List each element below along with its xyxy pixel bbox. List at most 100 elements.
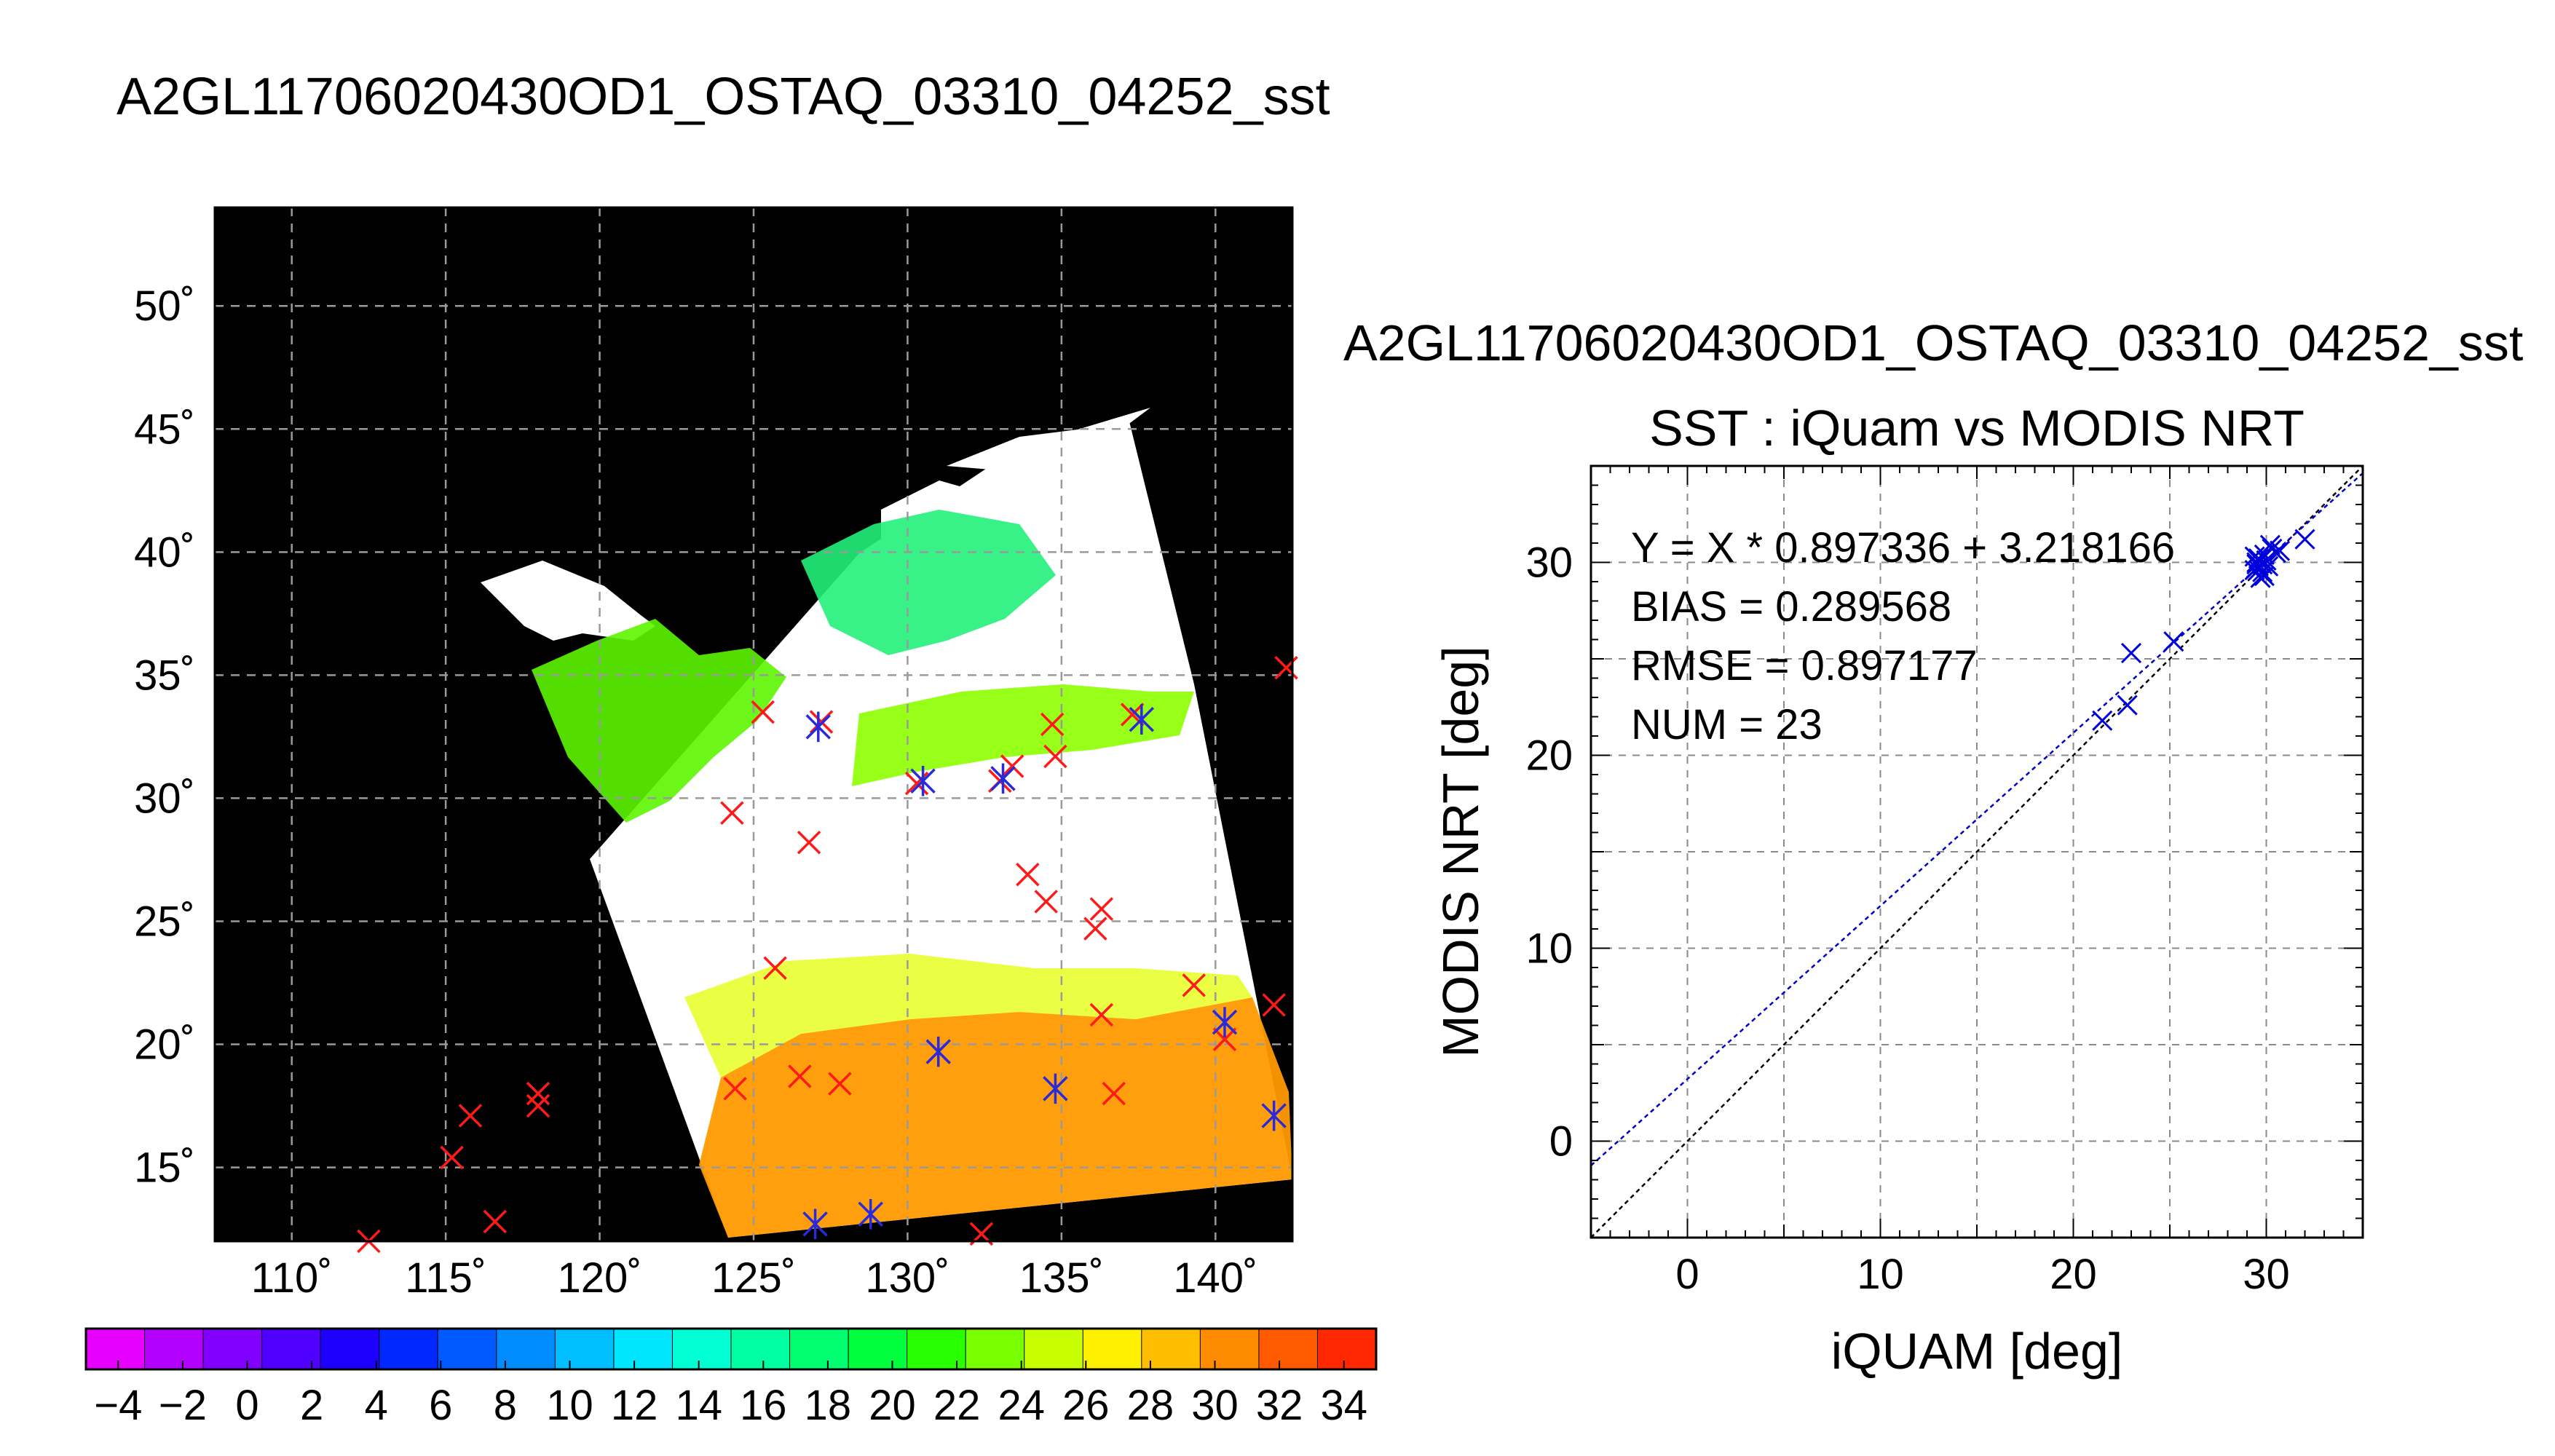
iquam-red-marker	[751, 700, 775, 724]
colorbar-cell	[437, 1328, 497, 1370]
colorbar-tick-label: 22	[933, 1382, 981, 1429]
sst-field-south	[699, 997, 1292, 1238]
colorbar-tick-label: 26	[1062, 1382, 1110, 1429]
iquam-blue-marker	[858, 1199, 883, 1230]
sst-field-north	[532, 619, 786, 823]
map-x-tick-label: 115˚	[405, 1254, 486, 1302]
scatter-x-label: iQUAM [deg]	[1831, 1323, 2123, 1380]
iquam-red-marker	[440, 1145, 464, 1170]
colorbar-tick-label: 28	[1127, 1382, 1174, 1429]
iquam-red-marker	[1016, 863, 1040, 887]
scatter-grid	[1591, 466, 2363, 1238]
colorbar-tick-label: 16	[740, 1382, 787, 1429]
map-y-tick-label: 35˚	[134, 652, 195, 699]
scatter-point	[2120, 642, 2142, 664]
scatter-lines	[1590, 465, 2364, 1238]
iquam-red-marker	[526, 1081, 550, 1106]
iquam-blue-marker	[990, 763, 1016, 794]
map-x-ticks: 110˚ 115˚ 120˚ 125˚ 130˚ 135˚ 140˚	[251, 1254, 1258, 1302]
iquam-red-marker	[1040, 712, 1065, 737]
identity-line	[1590, 465, 2364, 1238]
sst-field-pacific-north	[852, 684, 1194, 786]
scatter-point	[2092, 710, 2113, 731]
iquam-red-marker	[723, 1077, 747, 1101]
scatter-y-tick-label: 20	[1525, 732, 1573, 780]
colorbar-tick-label: 14	[675, 1382, 722, 1429]
scatter-point	[2269, 540, 2291, 561]
iquam-red-marker	[1274, 656, 1298, 680]
korea-shandong-white	[481, 561, 655, 641]
colorbar-tick-label: 34	[1320, 1382, 1367, 1429]
scatter-subtitle: A2GL11706020430OD1_OSTAQ_03310_04252_sst	[1343, 314, 2523, 371]
map-x-tick-label: 140˚	[1173, 1254, 1257, 1302]
iquam-blue-markers	[802, 704, 1287, 1240]
colorbar-cell	[379, 1328, 439, 1370]
iquam-red-marker	[720, 801, 744, 825]
scatter-point	[2259, 534, 2280, 555]
iquam-red-marker	[788, 1064, 812, 1088]
colorbar-tick-label: −2	[159, 1382, 207, 1429]
scatter-annotation: BIAS = 0.289568	[1631, 583, 1951, 630]
map-y-ticks: 15˚ 20˚ 25˚ 30˚ 35˚ 40˚ 45˚ 50˚	[134, 282, 195, 1191]
scatter-annotation: RMSE = 0.897177	[1631, 642, 1978, 689]
iquam-red-marker	[1089, 1002, 1114, 1027]
colorbar-cell	[730, 1328, 791, 1370]
scatter-annotations: Y = X * 0.897336 + 3.218166 BIAS = 0.2895…	[1631, 524, 2175, 748]
scatter-panel: A2GL11706020430OD1_OSTAQ_03310_04252_sst…	[1343, 314, 2523, 1380]
map-y-tick-label: 45˚	[134, 405, 195, 453]
okhotsk-white	[947, 408, 1150, 473]
scatter-x-tick-label: 20	[2050, 1251, 2097, 1298]
colorbar-tick-label: 2	[300, 1382, 323, 1429]
scatter-y-tick-label: 0	[1549, 1118, 1573, 1166]
colorbar-tick-label: 30	[1191, 1382, 1239, 1429]
iquam-red-marker	[1043, 744, 1067, 769]
iquam-blue-marker	[925, 1036, 951, 1067]
colorbar-cell	[320, 1328, 380, 1370]
colorbar: −4 −2 0 2 4 6 8 10 12 14 16 18 20 22 24 26 28 30 32 34	[84, 1327, 1378, 1429]
scatter-annotation: Y = X * 0.897336 + 3.218166	[1631, 524, 2175, 571]
scatter-point	[2163, 631, 2184, 652]
scatter-y-tick-label: 10	[1525, 925, 1573, 973]
scatter-annotation: NUM = 23	[1631, 701, 1823, 748]
colorbar-tick-label: 24	[998, 1382, 1045, 1429]
colorbar-cell	[789, 1328, 850, 1370]
colorbar-tick-label: 18	[805, 1382, 852, 1429]
map-x-tick-label: 130˚	[865, 1254, 949, 1302]
colorbar-cell	[1258, 1328, 1319, 1370]
map-y-tick-label: 25˚	[134, 898, 195, 945]
colorbar-tick-label: 32	[1256, 1382, 1303, 1429]
colorbar-cell	[1316, 1328, 1378, 1370]
colorbar-tick-label: 10	[546, 1382, 593, 1429]
iquam-red-marker	[828, 1072, 852, 1096]
sst-map-panel: 110˚ 115˚ 120˚ 125˚ 130˚ 135˚ 140˚ 15˚ 20˚ 25˚ 30…	[134, 206, 1298, 1302]
colorbar-cell	[1082, 1328, 1142, 1370]
scatter-x-tick-label: 0	[1675, 1251, 1699, 1298]
colorbar-cell	[85, 1328, 146, 1370]
scatter-x-tick-label: 10	[1857, 1251, 1904, 1298]
scatter-y-tick-label: 30	[1525, 539, 1573, 587]
colorbar-tick-label: 8	[494, 1382, 517, 1429]
iquam-red-marker	[1083, 917, 1107, 941]
colorbar-tick-label: 0	[235, 1382, 258, 1429]
iquam-blue-marker	[910, 765, 936, 796]
scatter-title: SST : iQuam vs MODIS NRT	[1649, 400, 2305, 456]
scatter-point	[2254, 565, 2275, 587]
iquam-red-marker	[1102, 1081, 1126, 1106]
sst-field-south-yellow	[684, 954, 1252, 1077]
iquam-blue-marker	[1261, 1100, 1287, 1131]
colorbar-cell	[965, 1328, 1025, 1370]
colorbar-cells	[85, 1328, 1378, 1370]
scatter-ticks: 0 10 20 30 0 10 20 30	[1525, 465, 2364, 1298]
map-frame	[213, 206, 1294, 1243]
map-y-tick-label: 20˚	[134, 1021, 195, 1069]
colorbar-cell	[1024, 1328, 1084, 1370]
colorbar-cell	[848, 1328, 908, 1370]
colorbar-tick-label: 20	[869, 1382, 916, 1429]
iquam-red-marker	[763, 956, 787, 980]
colorbar-cell	[202, 1328, 263, 1370]
iquam-red-marker	[1262, 993, 1286, 1017]
scatter-point	[2294, 529, 2315, 550]
colorbar-tick-label: 12	[611, 1382, 658, 1429]
map-x-tick-label: 125˚	[711, 1254, 796, 1302]
